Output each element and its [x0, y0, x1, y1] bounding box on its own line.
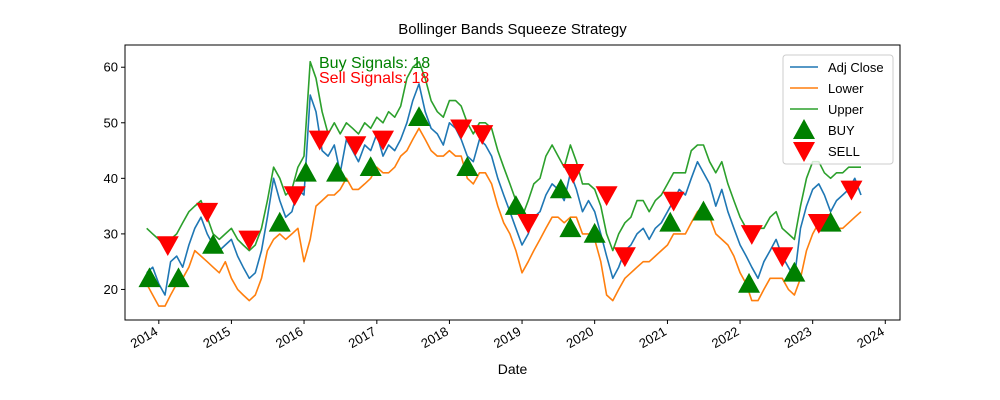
x-axis-label: Date: [498, 361, 528, 377]
annotation-buy: Buy Signals: 18: [319, 55, 430, 72]
buy-signal-marker: [559, 217, 582, 238]
buy-signal-marker: [738, 272, 761, 293]
sell-signal-marker: [595, 186, 618, 206]
y-tick-label: 60: [104, 60, 118, 75]
buy-signal-marker: [456, 156, 479, 177]
buy-signal-marker: [819, 211, 842, 232]
sell-signal-marker: [344, 136, 367, 156]
chart-title: Bollinger Bands Squeeze Strategy: [398, 21, 627, 38]
y-tick-label: 40: [104, 171, 118, 186]
buy-signal-marker: [202, 234, 225, 254]
sell-signal-marker: [450, 119, 473, 140]
buy-signal-marker: [692, 200, 715, 221]
plot-frame: [124, 44, 901, 321]
x-tick-label: 2020: [564, 324, 597, 351]
x-tick-label: 2016: [273, 324, 306, 351]
legend-label: Upper: [828, 102, 864, 117]
x-tick-label: 2024: [854, 324, 887, 351]
sell-signal-marker: [740, 225, 763, 245]
x-tick-label: 2015: [200, 324, 233, 351]
x-tick-label: 2019: [491, 324, 524, 351]
buy-signal-marker: [268, 211, 291, 232]
buy-signal-marker: [359, 156, 382, 177]
buy-signal-marker: [659, 211, 682, 232]
series-lower-line: [145, 127, 862, 307]
sell-signal-marker: [196, 202, 219, 223]
legend-label: SELL: [828, 144, 860, 159]
x-tick-label: 2021: [636, 324, 669, 351]
x-tick-label: 2022: [709, 324, 742, 351]
legend-swatch-sell: [793, 142, 815, 162]
buy-signal-marker: [549, 178, 572, 199]
x-tick-label: 2023: [782, 324, 815, 351]
legend-label: BUY: [828, 123, 855, 138]
x-tick-label: 2014: [128, 324, 161, 351]
series-adj-close-line: [146, 83, 862, 296]
sell-signal-marker: [562, 163, 585, 184]
series-upper-line: [146, 60, 861, 252]
sell-signal-marker: [807, 213, 830, 234]
buy-signal-marker: [138, 267, 161, 288]
buy-signal-marker: [326, 161, 349, 182]
y-tick-label: 30: [104, 226, 118, 241]
sell-signal-marker: [238, 230, 261, 251]
y-tick-label: 20: [104, 282, 118, 297]
x-tick-label: 2017: [346, 324, 379, 351]
buy-signal-marker: [583, 222, 606, 243]
sell-signal-marker: [471, 125, 494, 145]
buy-signal-marker: [167, 267, 190, 288]
buy-signal-marker: [504, 195, 527, 215]
sell-signal-marker: [283, 186, 306, 206]
sell-signal-marker: [517, 213, 540, 234]
sell-signal-marker: [771, 247, 794, 268]
buy-signal-marker: [783, 261, 806, 282]
legend-swatch-buy: [793, 119, 815, 139]
series-layer: [145, 60, 862, 307]
annotation-sell: Sell Signals: 18: [319, 70, 429, 87]
legend-label: Adj Close: [828, 60, 884, 75]
sell-signal-marker: [662, 191, 685, 212]
plot-area: 20 30 40 50 60 2014 2015 2016 2017 2018 2019 2020 20…: [104, 44, 901, 351]
legend: Adj Close Lower Upper BUY SELL: [782, 54, 894, 165]
buy-signal-marker: [408, 106, 431, 127]
buy-signal-marker: [294, 161, 317, 182]
sell-signal-marker: [613, 247, 636, 268]
legend-label: Lower: [828, 81, 864, 96]
x-tick-label: 2018: [418, 324, 451, 351]
sell-signal-marker: [156, 236, 179, 256]
y-tick-label: 50: [104, 115, 118, 130]
sell-signal-marker: [840, 180, 863, 201]
sell-signal-marker: [308, 130, 331, 151]
sell-signal-marker: [372, 130, 395, 151]
